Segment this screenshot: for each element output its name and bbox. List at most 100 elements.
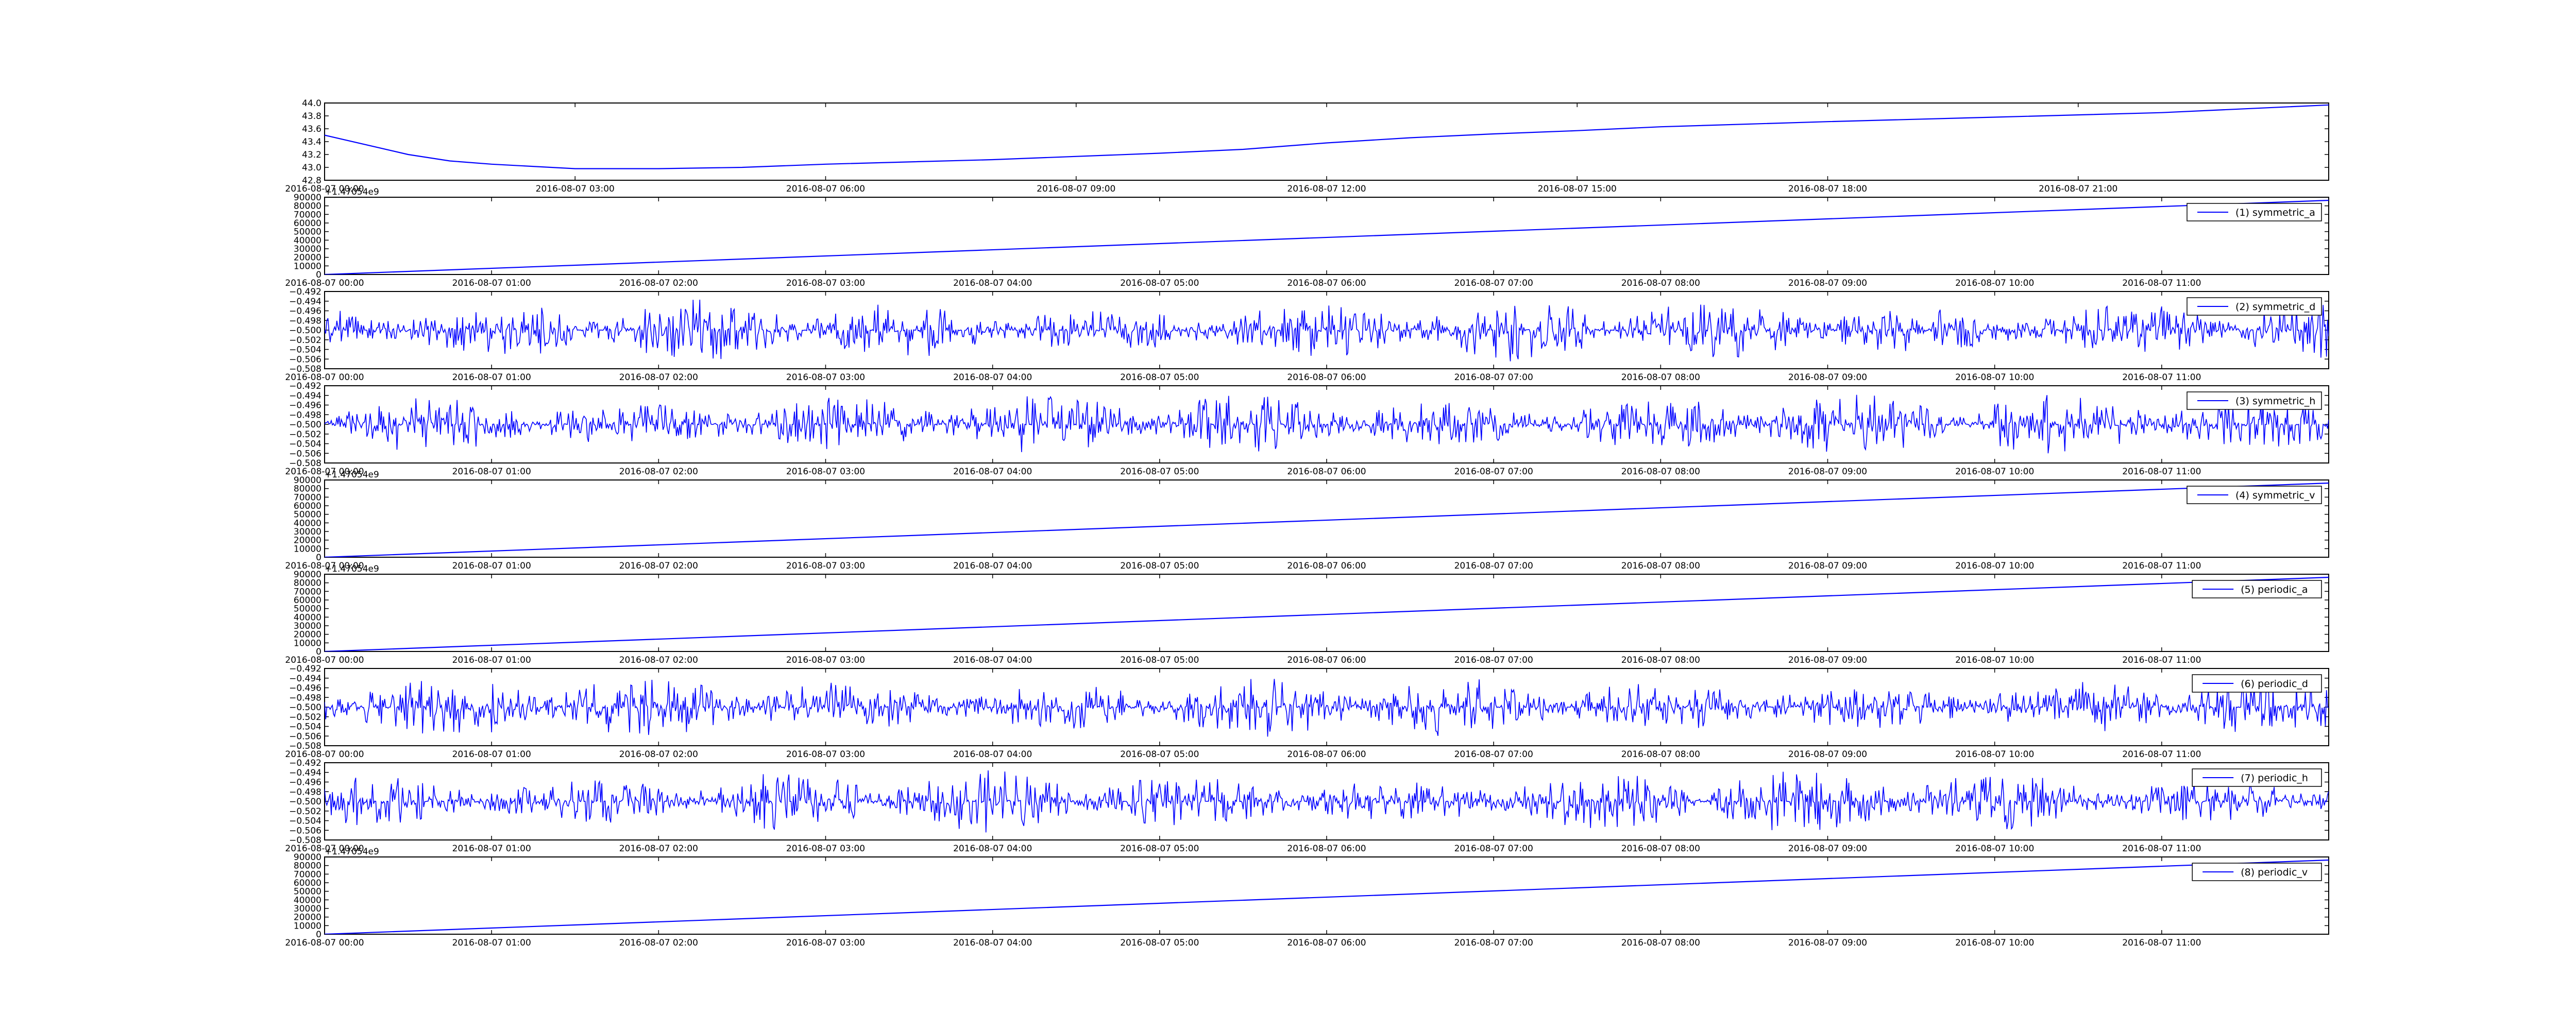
y-tick-label: −0.506 — [289, 449, 321, 459]
x-tick-label: 2016-08-07 00:00 — [285, 655, 364, 665]
y-tick-label: −0.508 — [289, 741, 321, 751]
y-tick-label: 0 — [316, 647, 321, 657]
series-line — [325, 576, 2329, 651]
x-tick-label: 2016-08-07 08:00 — [1621, 749, 1700, 760]
x-tick-label: 2016-08-07 07:00 — [1454, 278, 1533, 288]
x-tick-label: 2016-08-07 02:00 — [619, 372, 698, 383]
x-tick-label: 2016-08-07 04:00 — [953, 844, 1032, 854]
x-tick-label: 2016-08-07 03:00 — [536, 184, 615, 194]
x-tick-label: 2016-08-07 05:00 — [1120, 372, 1199, 383]
y-tick-label: 20000 — [294, 536, 321, 546]
subplot-3: −0.508−0.506−0.504−0.502−0.500−0.498−0.4… — [285, 287, 2329, 383]
y-tick-label: −0.494 — [289, 297, 321, 307]
y-tick-label: 0 — [316, 270, 321, 280]
legend-label: (1) symmetric_a — [2235, 207, 2315, 218]
x-tick-label: 2016-08-07 05:00 — [1120, 749, 1199, 760]
x-tick-label: 2016-08-07 07:00 — [1454, 655, 1533, 665]
subplot-9: 0100002000030000400005000060000700008000… — [285, 847, 2329, 948]
y-tick-label: −0.502 — [289, 712, 321, 723]
x-tick-label: 2016-08-07 04:00 — [953, 372, 1032, 383]
y-tick-label: −0.504 — [289, 439, 321, 450]
x-tick-label: 2016-08-07 06:00 — [1287, 372, 1366, 383]
subplot-2: 0100002000030000400005000060000700008000… — [285, 187, 2329, 288]
x-tick-label: 2016-08-07 01:00 — [452, 561, 531, 571]
x-tick-label: 2016-08-07 09:00 — [1788, 655, 1867, 665]
x-tick-label: 2016-08-07 02:00 — [619, 655, 698, 665]
y-tick-label: 30000 — [294, 621, 321, 631]
x-tick-label: 2016-08-07 03:00 — [786, 655, 865, 665]
y-tick-label: 0 — [316, 930, 321, 940]
y-tick-label: 50000 — [294, 227, 321, 237]
series-line — [325, 859, 2329, 934]
y-tick-label: −0.504 — [289, 722, 321, 732]
x-tick-label: 2016-08-07 06:00 — [1287, 749, 1366, 760]
y-tick-label: 40000 — [294, 612, 321, 623]
x-tick-label: 2016-08-07 10:00 — [1955, 749, 2034, 760]
x-tick-label: 2016-08-07 00:00 — [285, 938, 364, 948]
x-tick-label: 2016-08-07 08:00 — [1621, 655, 1700, 665]
y-tick-label: 90000 — [294, 193, 321, 203]
x-tick-label: 2016-08-07 09:00 — [1788, 749, 1867, 760]
x-tick-label: 2016-08-07 03:00 — [786, 372, 865, 383]
y-tick-label: −0.494 — [289, 674, 321, 684]
y-tick-label: 30000 — [294, 904, 321, 914]
x-tick-label: 2016-08-07 11:00 — [2122, 372, 2201, 383]
y-tick-label: 40000 — [294, 518, 321, 528]
y-tick-label: 60000 — [294, 218, 321, 229]
y-tick-label: 42.8 — [302, 176, 321, 186]
legend-label: (7) periodic_h — [2241, 772, 2308, 784]
legend-label: (5) periodic_a — [2241, 584, 2308, 595]
y-tick-label: 20000 — [294, 630, 321, 640]
y-tick-label: −0.500 — [289, 420, 321, 430]
x-tick-label: 2016-08-07 01:00 — [452, 467, 531, 477]
x-tick-label: 2016-08-07 10:00 — [1955, 467, 2034, 477]
x-tick-label: 2016-08-07 06:00 — [1287, 278, 1366, 288]
legend: (6) periodic_d — [2192, 674, 2322, 693]
y-tick-label: 43.6 — [302, 124, 321, 134]
legend-label: (4) symmetric_v — [2235, 490, 2315, 501]
y-tick-label: 40000 — [294, 895, 321, 905]
y-tick-label: 43.8 — [302, 111, 321, 122]
y-tick-label: −0.496 — [289, 306, 321, 317]
x-tick-label: 2016-08-07 00:00 — [285, 372, 364, 383]
y-tick-label: −0.494 — [289, 391, 321, 401]
y-tick-label: −0.508 — [289, 835, 321, 846]
x-tick-label: 2016-08-07 18:00 — [1788, 184, 1867, 194]
x-tick-label: 2016-08-07 01:00 — [452, 278, 531, 288]
x-tick-label: 2016-08-07 06:00 — [1287, 467, 1366, 477]
x-tick-label: 2016-08-07 09:00 — [1788, 278, 1867, 288]
x-tick-label: 2016-08-07 09:00 — [1788, 467, 1867, 477]
subplot-7: −0.508−0.506−0.504−0.502−0.500−0.498−0.4… — [285, 664, 2329, 760]
y-tick-label: 44.0 — [302, 98, 321, 109]
x-tick-label: 2016-08-07 01:00 — [452, 844, 531, 854]
y-tick-label: 50000 — [294, 887, 321, 897]
y-tick-label: 10000 — [294, 638, 321, 648]
legend: (4) symmetric_v — [2187, 486, 2322, 504]
x-tick-label: 2016-08-07 05:00 — [1120, 844, 1199, 854]
x-tick-label: 2016-08-07 06:00 — [1287, 844, 1366, 854]
legend: (1) symmetric_a — [2187, 203, 2322, 221]
legend: (2) symmetric_d — [2187, 297, 2322, 316]
x-tick-label: 2016-08-07 02:00 — [619, 749, 698, 760]
y-tick-label: −0.500 — [289, 325, 321, 336]
y-tick-label: 70000 — [294, 492, 321, 503]
y-tick-label: 20000 — [294, 913, 321, 923]
y-tick-label: 0 — [316, 553, 321, 563]
x-tick-label: 2016-08-07 09:00 — [1788, 561, 1867, 571]
legend: (7) periodic_h — [2192, 768, 2322, 787]
x-tick-label: 2016-08-07 07:00 — [1454, 372, 1533, 383]
y-tick-label: −0.496 — [289, 778, 321, 788]
y-tick-label: −0.492 — [289, 758, 321, 768]
y-tick-label: 20000 — [294, 253, 321, 263]
series-line — [325, 394, 2329, 454]
y-tick-label: 80000 — [294, 484, 321, 494]
series-line — [325, 482, 2329, 557]
subplot-8: −0.508−0.506−0.504−0.502−0.500−0.498−0.4… — [285, 758, 2329, 854]
x-tick-label: 2016-08-07 01:00 — [452, 938, 531, 948]
x-tick-label: 2016-08-07 08:00 — [1621, 938, 1700, 948]
subplot-1: 42.8 43.0 43.2 43.4 43.6 43.8 44.0 2016-08-07 0… — [285, 98, 2329, 194]
y-tick-label: −0.502 — [289, 335, 321, 346]
y-tick-label: 70000 — [294, 587, 321, 597]
x-tick-label: 2016-08-07 02:00 — [619, 561, 698, 571]
y-tick-label: 80000 — [294, 578, 321, 589]
